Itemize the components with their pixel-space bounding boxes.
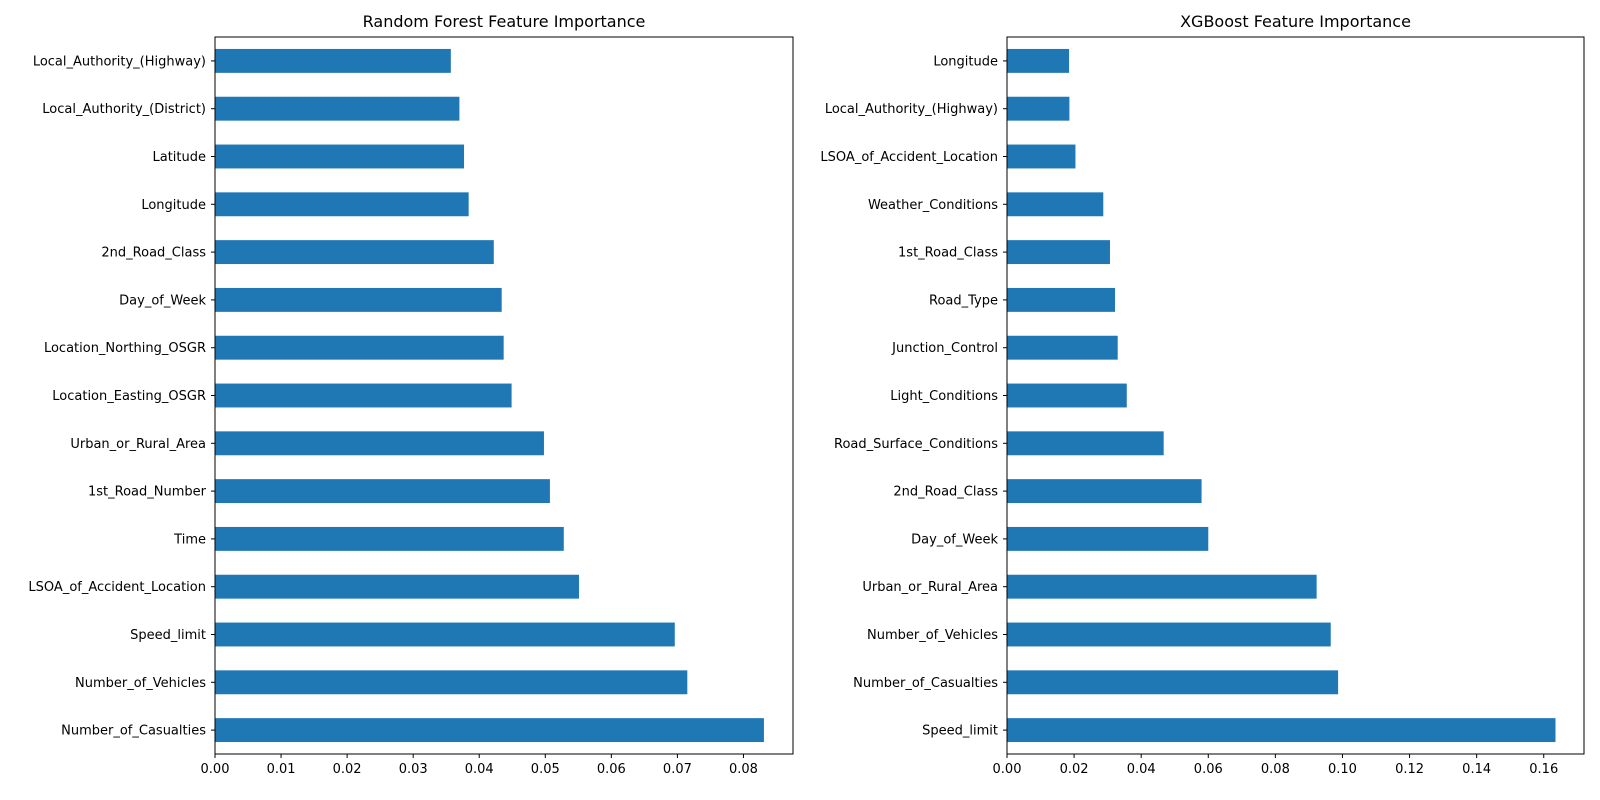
y-tick-label: Latitude — [152, 150, 206, 165]
bar — [1007, 574, 1317, 599]
x-tick-label: 0.12 — [1395, 762, 1424, 777]
xgboost-chart: XGBoost Feature Importance Longitude Local… — [820, 12, 1585, 777]
x-tick-label: 0.02 — [1060, 762, 1089, 777]
x-tick-label: 0.07 — [663, 762, 692, 777]
bar — [215, 718, 764, 743]
chart-title: XGBoost Feature Importance — [1180, 12, 1411, 31]
y-tick-label: Weather_Conditions — [868, 198, 998, 213]
x-tick-label: 0.03 — [399, 762, 428, 777]
bar — [215, 431, 544, 456]
y-tick-label: 1st_Road_Class — [898, 246, 998, 261]
y-tick-label: Local_Authority_(Highway) — [33, 54, 206, 69]
y-tick-label: Number_of_Casualties — [853, 676, 998, 691]
y-tick-label: Urban_or_Rural_Area — [70, 437, 206, 452]
bar — [215, 479, 550, 504]
x-tick-label: 0.04 — [465, 762, 494, 777]
y-tick-label: Longitude — [141, 198, 206, 213]
bar — [1007, 479, 1202, 504]
x-tick-label: 0.05 — [531, 762, 560, 777]
bar — [215, 335, 504, 360]
x-tick-label: 0.06 — [597, 762, 626, 777]
y-tick-label: Speed_limit — [130, 628, 206, 643]
x-tick-label: 0.16 — [1529, 762, 1558, 777]
y-tick-label: Day_of_Week — [911, 532, 998, 547]
bar — [1007, 335, 1118, 360]
y-tick-label: Road_Type — [929, 293, 998, 308]
x-tick-label: 0.00 — [993, 762, 1022, 777]
x-tick-label: 0.00 — [201, 762, 230, 777]
y-tick-label: Longitude — [933, 54, 998, 69]
x-tick-label: 0.06 — [1194, 762, 1223, 777]
y-tick-label: Time — [173, 532, 206, 547]
bar — [215, 144, 465, 169]
x-tick-label: 0.04 — [1127, 762, 1156, 777]
bar — [1007, 240, 1110, 265]
y-tick-label: Junction_Control — [891, 341, 998, 356]
bar — [215, 622, 675, 647]
axes-frame — [214, 36, 794, 755]
bar — [1007, 192, 1104, 217]
bar — [1007, 526, 1209, 551]
y-tick-label: Light_Conditions — [890, 389, 998, 404]
y-tick-label: Day_of_Week — [119, 293, 206, 308]
bar — [215, 287, 502, 312]
bar — [1007, 48, 1070, 73]
y-tick-label: LSOA_of_Accident_Location — [28, 580, 206, 595]
bar — [215, 383, 512, 408]
bar — [215, 574, 579, 599]
bar — [1007, 431, 1164, 456]
x-tick-label: 0.01 — [267, 762, 296, 777]
x-tick-label: 0.14 — [1462, 762, 1491, 777]
x-tick-label: 0.10 — [1328, 762, 1357, 777]
bar — [1007, 144, 1076, 169]
x-tick-label: 0.08 — [1261, 762, 1290, 777]
bar — [1007, 96, 1070, 121]
bar — [1007, 383, 1127, 408]
y-tick-label: Location_Easting_OSGR — [52, 389, 206, 404]
y-tick-label: Speed_limit — [922, 724, 998, 739]
random-forest-chart: Random Forest Feature Importance Local_Au… — [28, 12, 794, 777]
bar — [215, 240, 494, 265]
bar — [215, 526, 564, 551]
axes-frame — [1006, 36, 1585, 755]
bar — [215, 192, 469, 217]
y-tick-label: 2nd_Road_Class — [101, 246, 206, 261]
y-tick-label: Number_of_Casualties — [61, 724, 206, 739]
bar — [215, 96, 460, 121]
y-tick-label: 2nd_Road_Class — [893, 485, 998, 500]
x-tick-label: 0.08 — [729, 762, 758, 777]
y-tick-label: Local_Authority_(District) — [42, 102, 206, 117]
bar — [1007, 718, 1556, 743]
x-tick-label: 0.02 — [333, 762, 362, 777]
bar — [1007, 670, 1339, 695]
y-tick-label: Location_Northing_OSGR — [44, 341, 206, 356]
y-tick-label: Road_Surface_Conditions — [834, 437, 998, 452]
y-tick-label: LSOA_of_Accident_Location — [820, 150, 998, 165]
y-tick-label: Local_Authority_(Highway) — [825, 102, 998, 117]
bar — [1007, 622, 1331, 647]
bar — [215, 48, 451, 73]
chart-title: Random Forest Feature Importance — [363, 12, 646, 31]
y-tick-label: Number_of_Vehicles — [867, 628, 998, 643]
y-tick-label: Number_of_Vehicles — [75, 676, 206, 691]
y-tick-label: 1st_Road_Number — [88, 485, 207, 500]
bar — [1007, 287, 1116, 312]
bar — [215, 670, 688, 695]
y-tick-label: Urban_or_Rural_Area — [862, 580, 998, 595]
